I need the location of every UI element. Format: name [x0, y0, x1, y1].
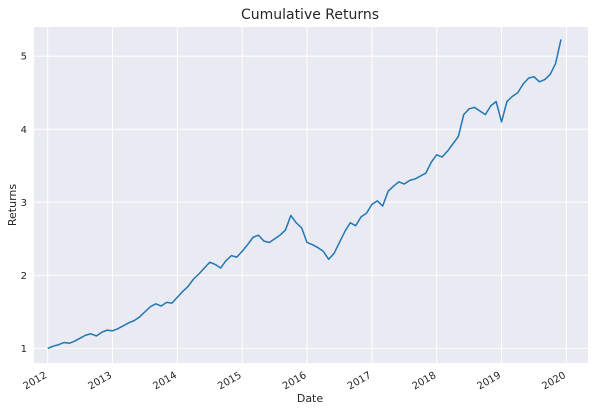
- x-tick-label: 2014: [151, 370, 179, 392]
- x-tick-label: 2013: [86, 370, 114, 392]
- grid: [34, 27, 588, 363]
- y-tick-label: 2: [21, 271, 27, 282]
- y-axis-ticks: 1 2 3 4 5: [21, 52, 27, 355]
- x-tick-label: 2018: [411, 370, 439, 392]
- y-tick-label: 4: [21, 125, 27, 136]
- x-tick-label: 2015: [216, 370, 244, 392]
- x-tick-label: 2017: [346, 370, 374, 392]
- x-tick-label: 2020: [540, 370, 568, 392]
- y-axis-label: Returns: [6, 184, 19, 227]
- x-axis-label: Date: [297, 392, 324, 405]
- y-tick-label: 5: [21, 52, 27, 63]
- y-tick-label: 3: [21, 198, 27, 209]
- plot-area: [34, 27, 588, 363]
- chart-title: Cumulative Returns: [241, 7, 379, 23]
- y-tick-label: 1: [21, 344, 27, 355]
- series-layer: [47, 39, 562, 350]
- returns-series-line: [47, 39, 562, 350]
- x-tick-label: 2012: [22, 370, 50, 392]
- x-axis-ticks: 2012 2013 2014 2015 2016 2017 2018 2019 2020: [22, 370, 568, 392]
- x-tick-label: 2019: [476, 370, 504, 392]
- x-tick-label: 2016: [281, 370, 309, 392]
